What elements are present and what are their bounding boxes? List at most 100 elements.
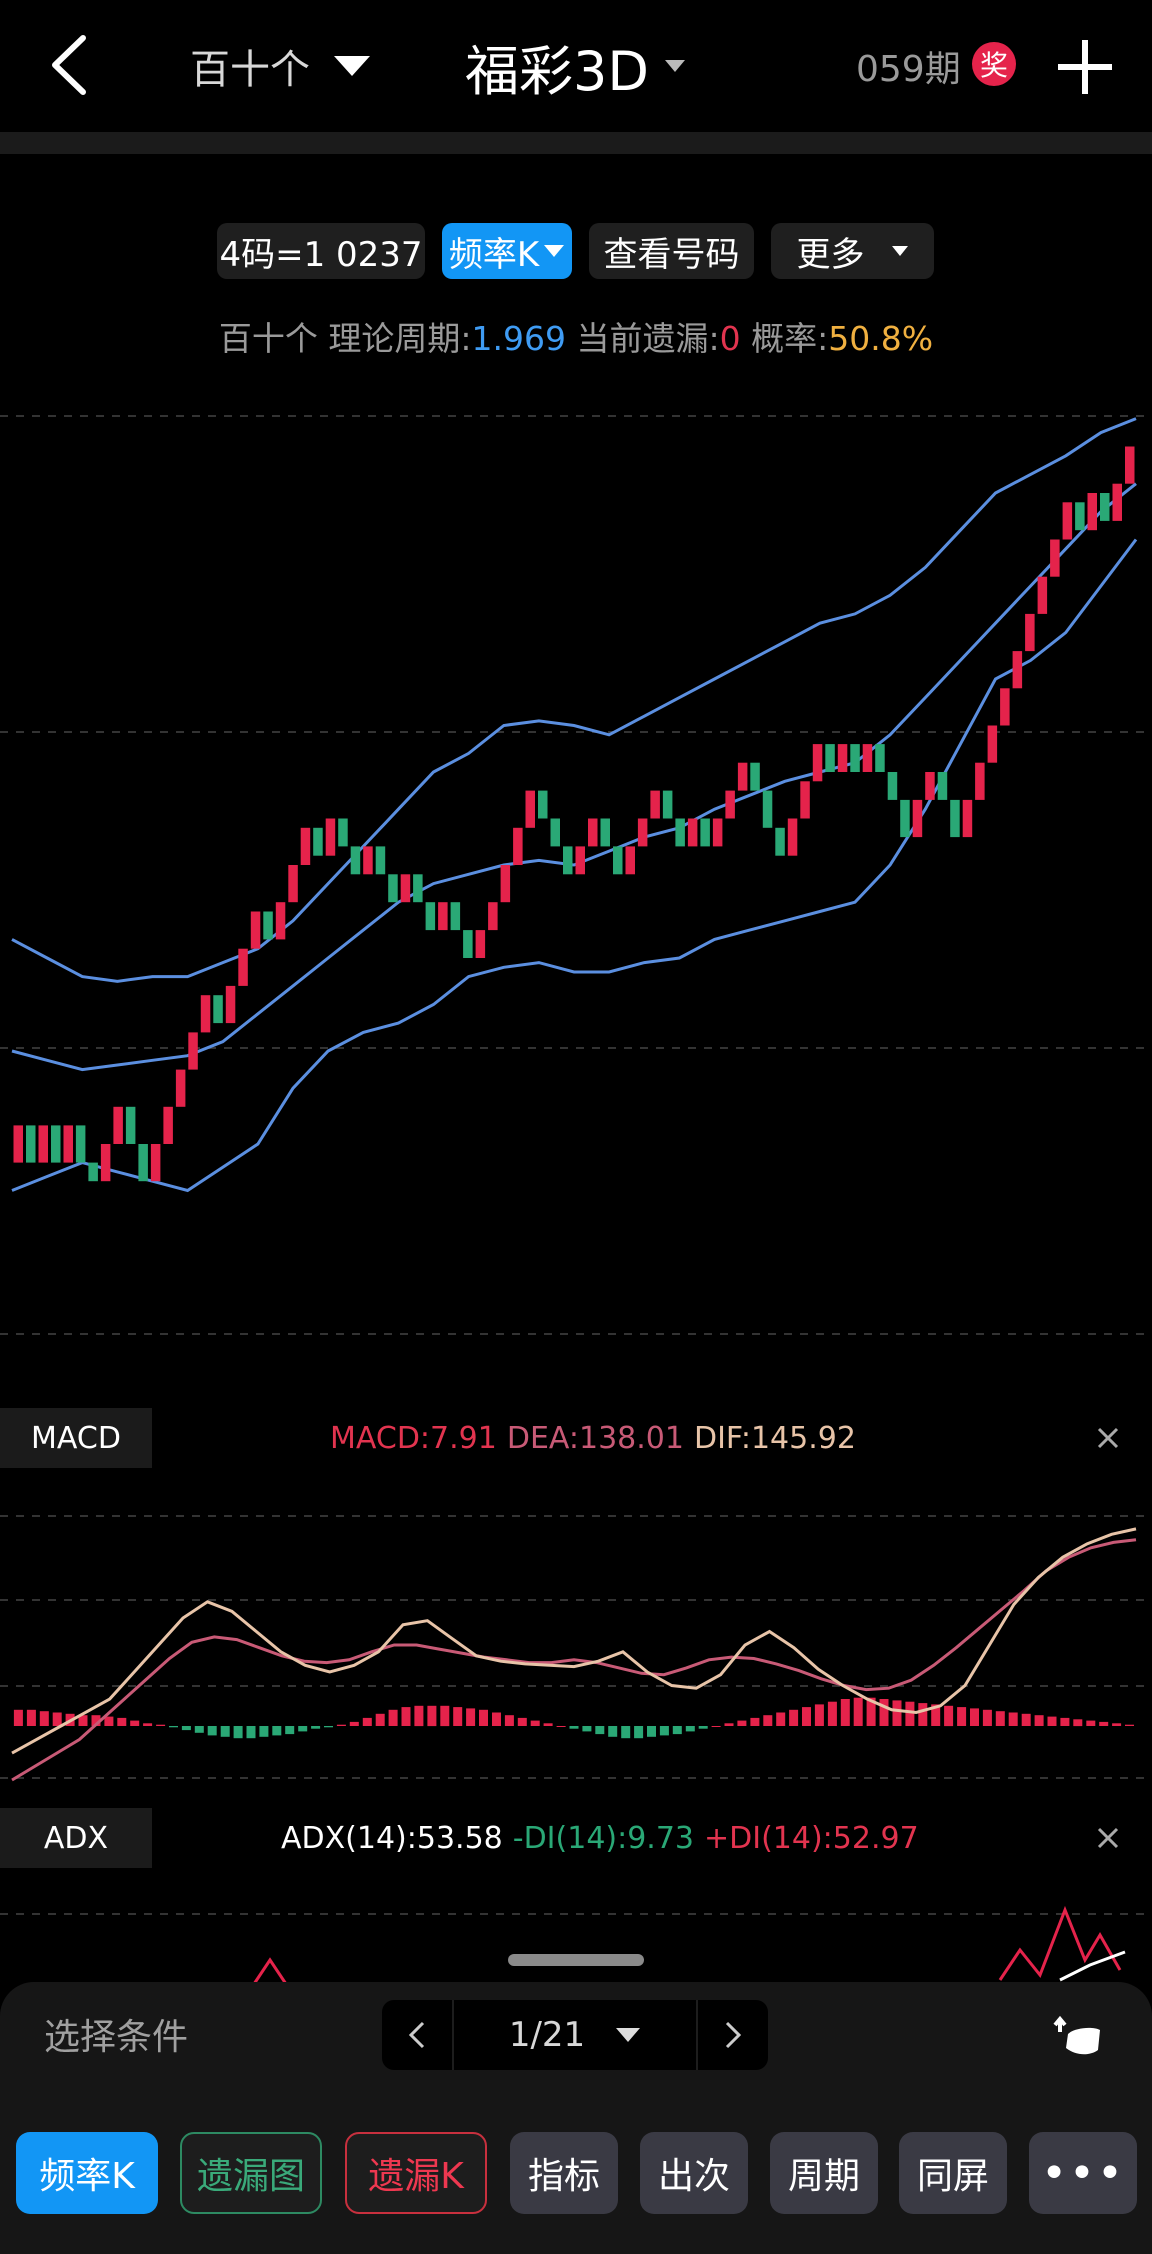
- candle: [588, 818, 598, 847]
- position-select[interactable]: 百十个: [190, 36, 372, 96]
- macd-bar: [763, 1715, 773, 1726]
- macd-bar: [957, 1707, 967, 1726]
- lottery-select[interactable]: 福彩3D: [465, 26, 687, 106]
- macd-bar: [479, 1709, 488, 1726]
- view-numbers-button[interactable]: 查看号码: [589, 223, 754, 279]
- candle: [538, 790, 548, 819]
- stats-prefix: 百十个 理论周期:: [218, 319, 472, 358]
- tab-cycle[interactable]: 周期: [770, 2132, 878, 2214]
- chevron-right-icon: [726, 2021, 742, 2049]
- macd-bar: [776, 1712, 786, 1726]
- candle: [1062, 502, 1073, 540]
- candle: [775, 827, 785, 856]
- freq-k-button[interactable]: 频率K: [442, 223, 572, 279]
- candle: [288, 865, 298, 903]
- candle: [375, 846, 386, 875]
- prev-page-button[interactable]: [382, 2000, 454, 2070]
- macd-bar: [1021, 1713, 1031, 1726]
- adx-close-button[interactable]: [1093, 1823, 1123, 1853]
- candle: [75, 1125, 86, 1163]
- candle: [837, 744, 848, 772]
- macd-bar: [672, 1726, 682, 1735]
- macd-bar: [647, 1726, 656, 1737]
- candle: [800, 781, 810, 819]
- tab-miss-k[interactable]: 遗漏K: [345, 2132, 487, 2214]
- page-select[interactable]: 1/21: [454, 2000, 697, 2070]
- macd-bar: [492, 1712, 501, 1726]
- macd-chart[interactable]: [0, 1490, 1152, 1790]
- candle: [675, 818, 685, 847]
- more-label: 更多: [796, 234, 865, 275]
- caret-down-icon: [891, 246, 908, 256]
- macd-bar: [336, 1724, 346, 1726]
- dif-line: [11, 1527, 1137, 1755]
- adx-value: ADX(14):53.58: [281, 1820, 503, 1856]
- candle: [300, 827, 311, 865]
- adx-chart[interactable]: [0, 1880, 1152, 1990]
- more-button[interactable]: 更多: [771, 223, 934, 279]
- macd-bar: [440, 1705, 450, 1727]
- tab-split-screen[interactable]: 同屏: [899, 2132, 1007, 2214]
- caret-down-icon: [664, 60, 685, 72]
- macd-bar: [892, 1700, 902, 1726]
- candle: [488, 902, 498, 931]
- chevron-left-icon: [52, 35, 86, 95]
- next-page-button[interactable]: [696, 2000, 768, 2070]
- share-hand-icon: [1053, 2015, 1100, 2055]
- plus-icon: [1058, 40, 1112, 94]
- candle: [862, 744, 873, 772]
- macd-bar: [1112, 1723, 1122, 1726]
- candle: [225, 985, 236, 1024]
- add-button[interactable]: [1054, 36, 1116, 98]
- candle: [238, 948, 248, 986]
- macd-lines: [11, 1527, 1137, 1782]
- macd-tab[interactable]: MACD: [0, 1408, 152, 1468]
- condition-label: 选择条件: [44, 2017, 189, 2058]
- back-button[interactable]: [44, 30, 94, 100]
- macd-close-button[interactable]: [1093, 1423, 1123, 1453]
- macd-bar: [1073, 1719, 1083, 1727]
- candle: [625, 846, 635, 875]
- macd-bar: [388, 1709, 398, 1726]
- macd-bar: [724, 1723, 734, 1726]
- prize-badge[interactable]: 奖: [972, 42, 1016, 86]
- tab-more[interactable]: •••: [1029, 2132, 1137, 2214]
- macd-bar: [504, 1715, 514, 1726]
- drag-handle[interactable]: [508, 1954, 644, 1966]
- macd-bar: [246, 1726, 256, 1739]
- band-lower: [11, 538, 1138, 1193]
- chevron-left-icon: [408, 2021, 424, 2049]
- candles: [13, 446, 1135, 1182]
- macd-bar: [1008, 1712, 1018, 1726]
- adx-line: [1059, 1950, 1126, 1982]
- macd-bar: [853, 1697, 863, 1726]
- tab-indicator[interactable]: 指标: [510, 2132, 618, 2214]
- candle: [450, 902, 461, 931]
- freq-k-chart[interactable]: [0, 380, 1152, 1360]
- candle: [1025, 613, 1035, 652]
- tab-miss-map[interactable]: 遗漏图: [180, 2132, 322, 2214]
- share-button[interactable]: [1052, 2010, 1106, 2064]
- code-filter-button[interactable]: 4码=1 0237: [217, 223, 425, 279]
- macd-bar: [879, 1699, 889, 1726]
- macd-bar: [78, 1715, 88, 1726]
- tab-count[interactable]: 出次: [640, 2132, 748, 2214]
- adx-tab[interactable]: ADX: [0, 1808, 152, 1868]
- candle: [825, 744, 835, 772]
- band-middle: [11, 482, 1137, 1072]
- candle: [1112, 483, 1122, 521]
- macd-bar: [220, 1726, 230, 1737]
- candle: [1000, 688, 1010, 726]
- macd-bar: [207, 1726, 217, 1736]
- stats-line: 百十个 理论周期:1.969 当前遗漏:0 概率:50.8%: [0, 312, 1152, 360]
- macd-value: MACD:7.91: [330, 1420, 497, 1456]
- macd-bar: [750, 1717, 760, 1726]
- candle: [613, 846, 623, 875]
- adx-values: ADX(14):53.58 -DI(14):9.73 +DI(14):52.97: [281, 1808, 919, 1868]
- candle: [1100, 493, 1110, 521]
- candle: [463, 930, 473, 958]
- macd-bar: [375, 1713, 385, 1726]
- macd-bar: [866, 1697, 876, 1726]
- tab-freq-k[interactable]: 频率K: [16, 2132, 158, 2214]
- macd-bar: [233, 1726, 243, 1739]
